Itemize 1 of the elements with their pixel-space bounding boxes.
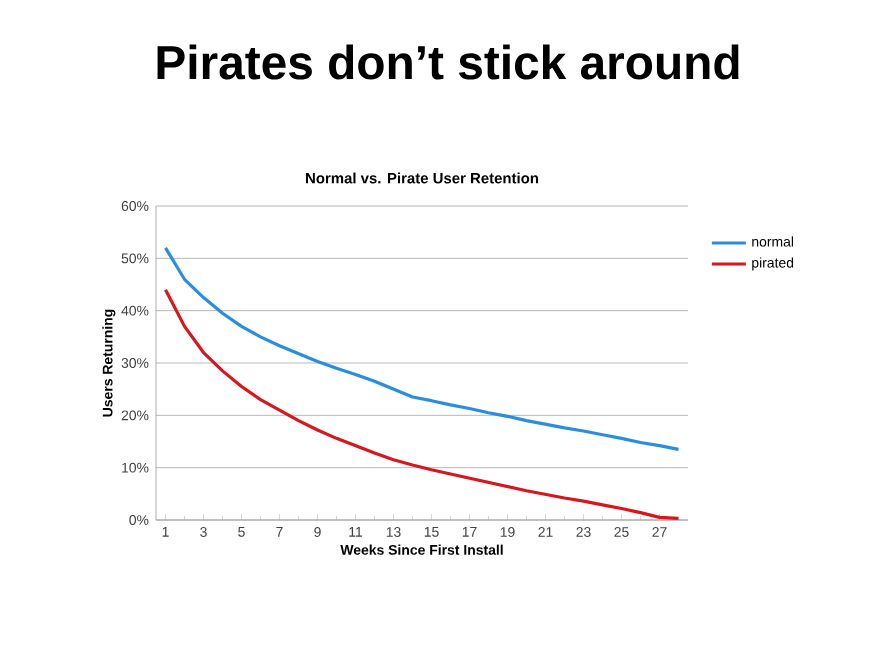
chart-title: Pirates don’t stick around	[157, 44, 739, 80]
